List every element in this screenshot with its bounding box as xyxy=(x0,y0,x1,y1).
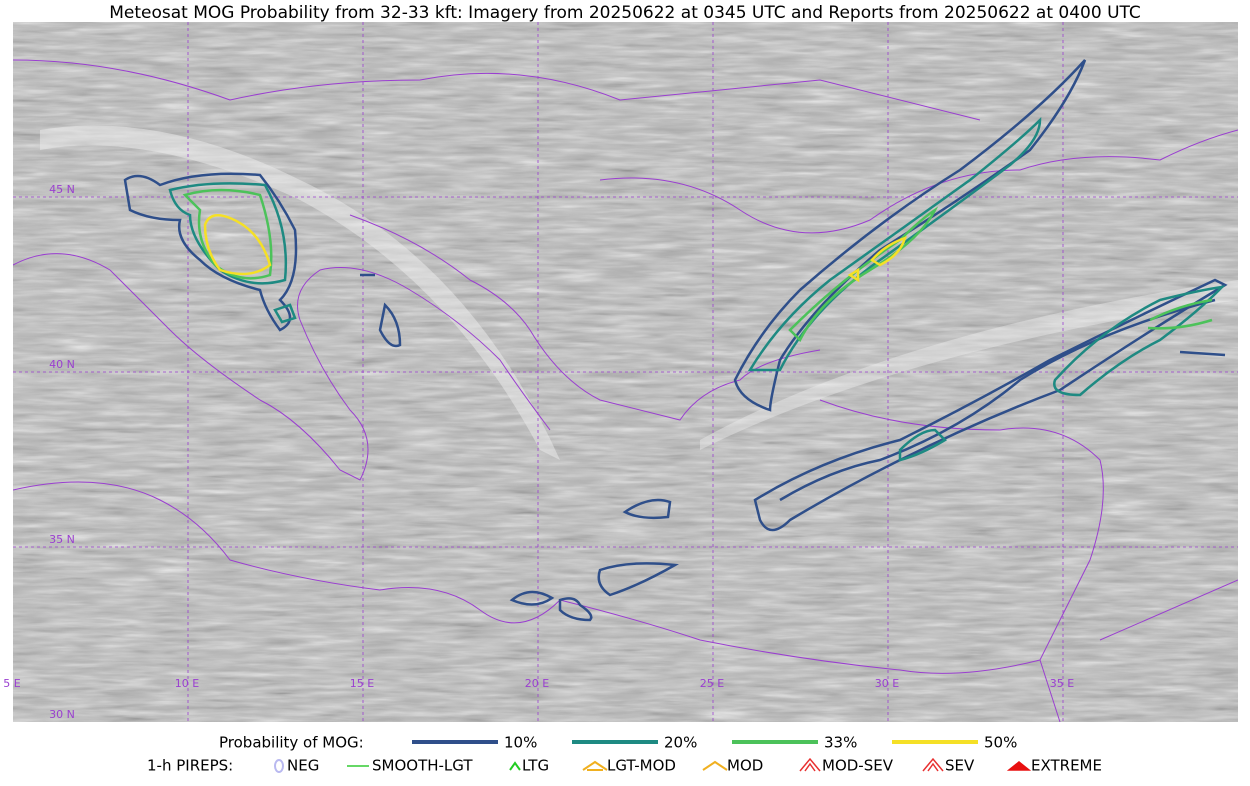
legend-icon xyxy=(922,757,944,772)
pirep-legend-title: 1-h PIREPS: xyxy=(147,757,233,775)
longitude-labels: 5 E 10 E 15 E 20 E 25 E 30 E 35 E xyxy=(3,677,1074,690)
longitude-label: 30 E xyxy=(875,677,899,690)
longitude-label: 15 E xyxy=(350,677,374,690)
legend-label: SMOOTH-LGT xyxy=(372,757,473,775)
latitude-label: 40 N xyxy=(49,358,75,371)
legend-label: 20% xyxy=(664,734,697,752)
latitude-label: 30 N xyxy=(49,708,75,721)
mog-legend: 10% 20% 33% 50% xyxy=(412,734,1017,752)
map xyxy=(13,22,1238,722)
cloud-band xyxy=(40,125,560,461)
legend-label: SEV xyxy=(945,757,975,775)
title: Meteosat MOG Probability from 32-33 kft:… xyxy=(109,3,1141,23)
mog-legend-title: Probability of MOG: xyxy=(219,734,364,752)
legend-label: LTG xyxy=(522,757,549,775)
mog-contours xyxy=(123,59,1228,622)
longitude-label: 25 E xyxy=(700,677,724,690)
legend-icon xyxy=(509,761,521,771)
legend-label: 10% xyxy=(504,734,537,752)
latitude-labels: 45 N 40 N 35 N 30 N xyxy=(49,183,75,721)
legend-label: LGT-MOD xyxy=(607,757,676,775)
longitude-label: 20 E xyxy=(525,677,549,690)
legend-icon xyxy=(274,759,284,773)
longitude-label: 10 E xyxy=(175,677,199,690)
longitude-label: 5 E xyxy=(3,677,20,690)
legend-icon xyxy=(702,760,728,771)
latitude-label: 45 N xyxy=(49,183,75,196)
pirep-legend: NEG SMOOTH-LGT LTG LGT-MOD MOD MOD-SEV SEV EXTR… xyxy=(274,757,1102,775)
legend-icon xyxy=(799,757,821,772)
legend-label: 33% xyxy=(824,734,857,752)
latitude-label: 35 N xyxy=(49,533,75,546)
legend-label: MOD-SEV xyxy=(822,757,894,775)
longitude-label: 35 E xyxy=(1050,677,1074,690)
cloud-band xyxy=(700,280,1238,450)
legend-icon xyxy=(1006,761,1032,771)
legend-label: MOD xyxy=(727,757,763,775)
legend-label: EXTREME xyxy=(1031,757,1102,775)
legend-label: NEG xyxy=(287,757,319,775)
legend-label: 50% xyxy=(984,734,1017,752)
legend-icon xyxy=(582,760,608,771)
